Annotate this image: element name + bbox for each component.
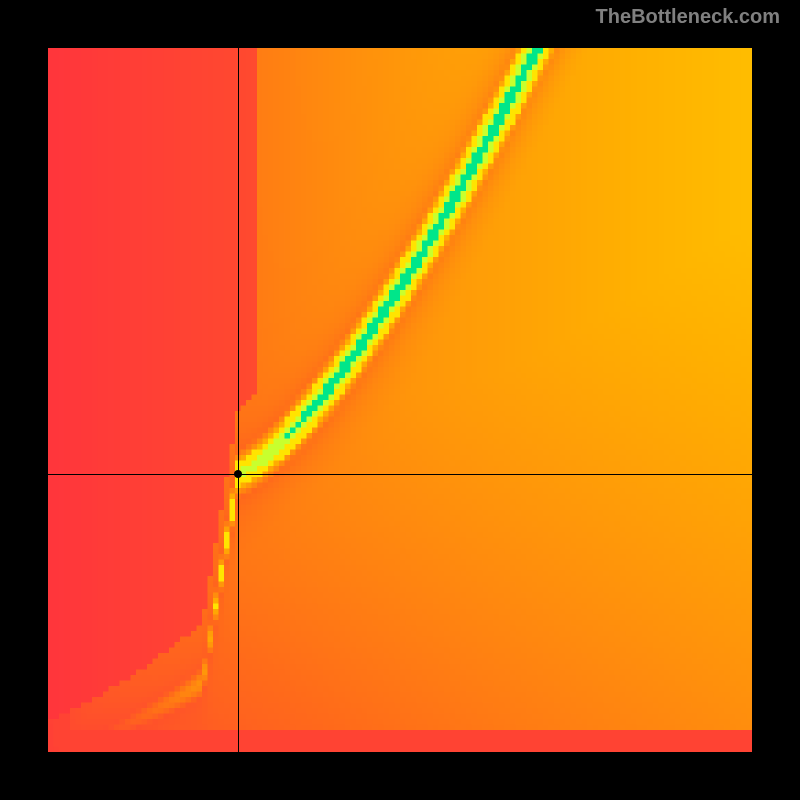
plot-area	[48, 48, 752, 752]
watermark-text: TheBottleneck.com	[596, 6, 780, 29]
heatmap-canvas	[48, 48, 752, 752]
crosshair-vertical	[238, 48, 239, 752]
crosshair-horizontal	[48, 474, 752, 475]
marker-dot	[234, 470, 242, 478]
